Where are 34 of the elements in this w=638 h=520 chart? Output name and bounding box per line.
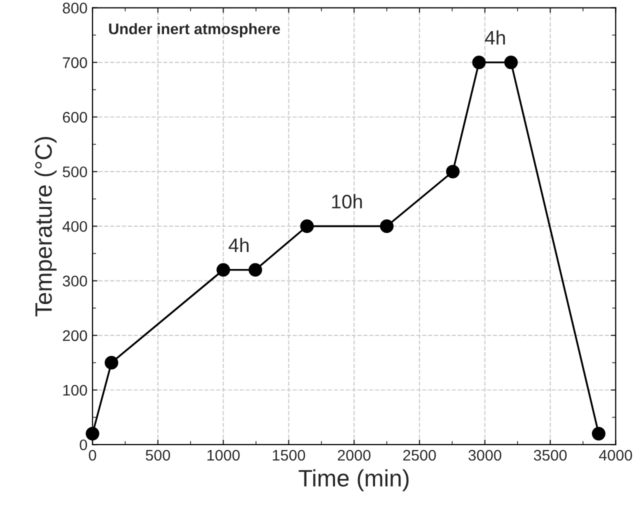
y-tick-label: 0: [80, 439, 88, 450]
x-tick-label: 1000: [207, 450, 240, 461]
x-tick-label: 2000: [338, 450, 370, 461]
annotation: 4h: [484, 30, 505, 44]
x-axis-title: Time (min): [298, 469, 409, 492]
point: [300, 219, 314, 233]
point: [248, 263, 262, 277]
y-tick-label: 700: [62, 57, 88, 68]
x-tick-label: 3500: [534, 450, 567, 461]
x-tick-label: 4000: [599, 450, 632, 461]
annotation: Under inert atmosphere: [109, 23, 280, 38]
y-tick-label: 300: [62, 276, 88, 286]
point: [216, 263, 230, 277]
point: [446, 164, 460, 178]
annotation: 4h: [228, 238, 249, 252]
y-tick-label: 200: [62, 330, 88, 342]
point: [86, 426, 100, 440]
x-tick-label: 500: [146, 450, 170, 461]
annotation: 10h: [332, 194, 362, 208]
y-tick-label: 400: [62, 221, 88, 232]
point: [472, 56, 486, 70]
y-tick-label: 500: [62, 166, 88, 178]
point: [592, 426, 606, 440]
y-tick-label: 600: [62, 112, 88, 123]
point: [380, 219, 394, 233]
point: [104, 356, 118, 370]
y-tick-label: 100: [63, 384, 88, 396]
x-tick-label: 0: [88, 450, 96, 461]
y-axis-title: Temperature (°C): [34, 137, 57, 316]
x-tick-label: 2500: [403, 450, 436, 461]
x-tick-label: 1500: [272, 450, 306, 461]
y-tick-label: 800: [62, 2, 88, 14]
x-tick-label: 3000: [468, 450, 502, 461]
point: [504, 56, 518, 70]
